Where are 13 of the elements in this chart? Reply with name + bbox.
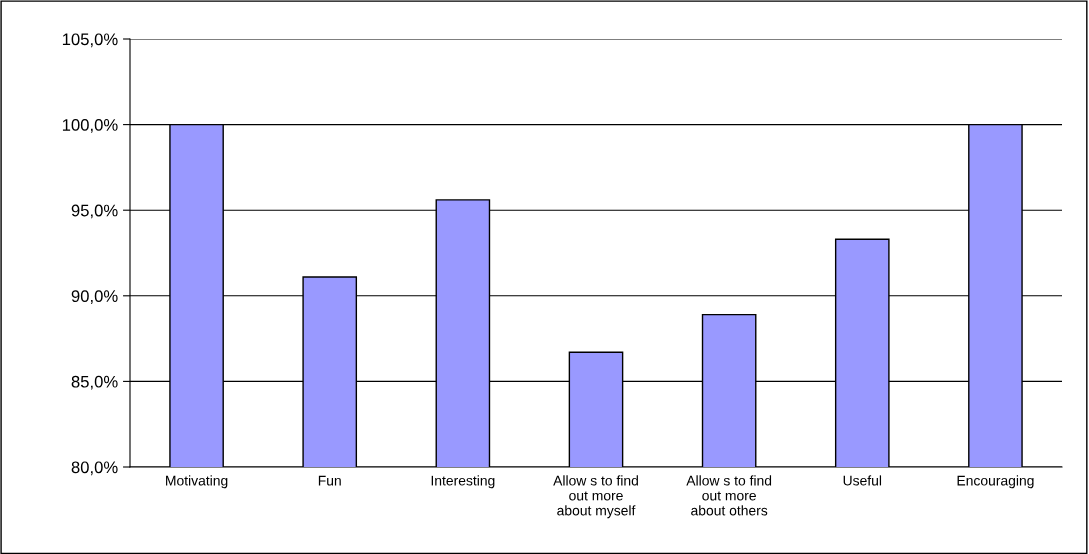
- y-tick-label: 85,0%: [71, 375, 118, 390]
- x-tick-label: Motivating: [166, 475, 228, 489]
- y-tick-label: 80,0%: [71, 461, 118, 476]
- x-tick-label: Encouraging: [957, 475, 1034, 489]
- x-tick-label: Allow s to find out more about myself: [553, 475, 638, 519]
- y-tick-label: 95,0%: [71, 204, 118, 219]
- x-tick-label: Useful: [843, 475, 882, 486]
- x-tick-label: Interesting: [431, 475, 495, 489]
- x-tick-label: Allow s to find out more about others: [686, 475, 772, 516]
- y-tick-label: 100,0%: [62, 119, 118, 133]
- y-tick-label: 90,0%: [71, 290, 118, 304]
- y-tick-label: 105,0%: [62, 33, 118, 48]
- x-tick-label: Fun: [318, 475, 341, 486]
